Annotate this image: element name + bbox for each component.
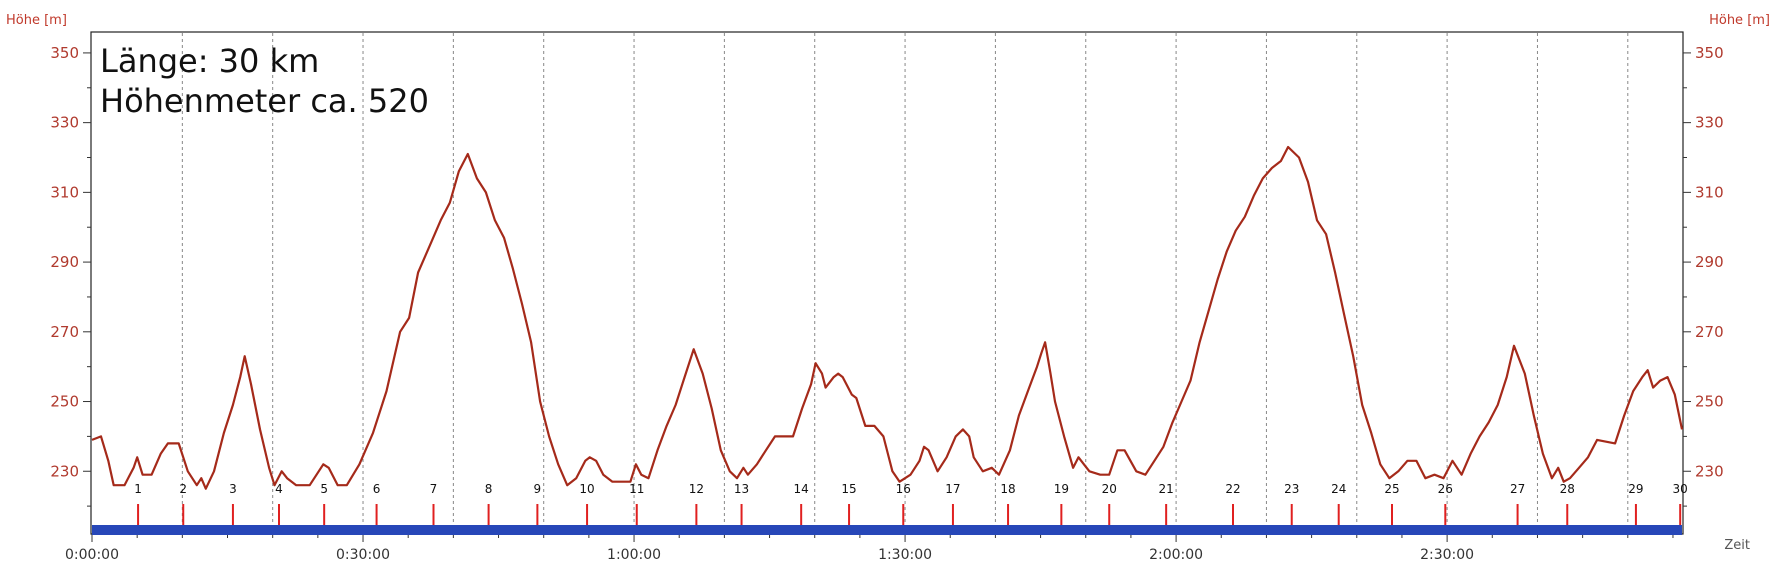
km-marker-label: 1 <box>134 482 142 496</box>
km-marker-label: 12 <box>689 482 704 496</box>
km-marker-label: 29 <box>1628 482 1643 496</box>
x-tick-label: 0:30:00 <box>336 547 390 563</box>
km-marker-label: 9 <box>534 482 542 496</box>
km-marker-label: 27 <box>1510 482 1525 496</box>
x-tick-label: 0:00:00 <box>65 547 119 563</box>
km-marker-label: 10 <box>579 482 594 496</box>
km-marker-label: 23 <box>1284 482 1299 496</box>
km-marker-label: 16 <box>896 482 911 496</box>
y-tick-label-left: 270 <box>50 323 79 341</box>
km-marker-label: 4 <box>275 482 283 496</box>
km-marker-label: 7 <box>430 482 438 496</box>
km-marker-label: 25 <box>1384 482 1399 496</box>
y-axis-label-right: Höhe [m] <box>1709 13 1770 28</box>
elevation-line <box>91 145 1684 490</box>
y-tick-label-left: 230 <box>50 462 79 480</box>
km-marker-label: 14 <box>794 482 809 496</box>
x-tick-label: 1:30:00 <box>878 547 932 563</box>
km-marker-label: 19 <box>1054 482 1069 496</box>
y-tick-label-right: 270 <box>1695 323 1724 341</box>
y-tick-label-left: 350 <box>50 44 79 62</box>
km-marker-label: 24 <box>1331 482 1346 496</box>
y-tick-label-right: 230 <box>1695 462 1724 480</box>
track-bar <box>92 525 1682 535</box>
km-marker-label: 28 <box>1560 482 1575 496</box>
km-marker-label: 26 <box>1438 482 1453 496</box>
km-marker-label: 13 <box>734 482 749 496</box>
km-marker-label: 8 <box>485 482 493 496</box>
x-tick-label: 2:00:00 <box>1149 547 1203 563</box>
x-tick-label: 2:30:00 <box>1420 547 1474 563</box>
km-marker-label: 22 <box>1225 482 1240 496</box>
y-tick-label-right: 250 <box>1695 393 1724 411</box>
km-marker-label: 2 <box>179 482 187 496</box>
km-marker-label: 18 <box>1000 482 1015 496</box>
y-tick-label-left: 310 <box>50 183 79 201</box>
vertical-grid <box>181 33 1629 524</box>
km-marker-label: 6 <box>373 482 381 496</box>
y-tick-label-right: 330 <box>1695 114 1724 132</box>
annotation-elevation-gain: Höhenmeter ca. 520 <box>100 82 429 120</box>
km-marker-label: 11 <box>629 482 644 496</box>
y-tick-label-right: 290 <box>1695 253 1724 271</box>
x-axis-label: Zeit <box>1724 538 1750 553</box>
y-tick-label-left: 250 <box>50 393 79 411</box>
km-marker-label: 5 <box>320 482 328 496</box>
annotation-length: Länge: 30 km <box>100 42 319 80</box>
km-marker-label: 20 <box>1102 482 1117 496</box>
km-marker-label: 17 <box>945 482 960 496</box>
km-marker-label: 21 <box>1159 482 1174 496</box>
km-marker-label: 15 <box>841 482 856 496</box>
x-tick-label: 1:00:00 <box>607 547 661 563</box>
km-marker-label: 3 <box>229 482 237 496</box>
y-tick-label-left: 290 <box>50 253 79 271</box>
km-marker-label: 30 <box>1673 482 1688 496</box>
y-axis-label-left: Höhe [m] <box>6 13 67 28</box>
y-tick-label-left: 330 <box>50 114 79 132</box>
km-markers: 1 2 3 4 5 6 7 8 9 10 11 12 13 14 15 16 17 18 19 20 21 22 23 24 2… <box>134 482 1688 525</box>
y-tick-label-right: 310 <box>1695 183 1724 201</box>
x-axis-ticks: 0:00:00 0:30:00 1:00:00 1:30:00 2:00:00 2:30:… <box>65 534 1674 563</box>
y-tick-label-right: 350 <box>1695 44 1724 62</box>
